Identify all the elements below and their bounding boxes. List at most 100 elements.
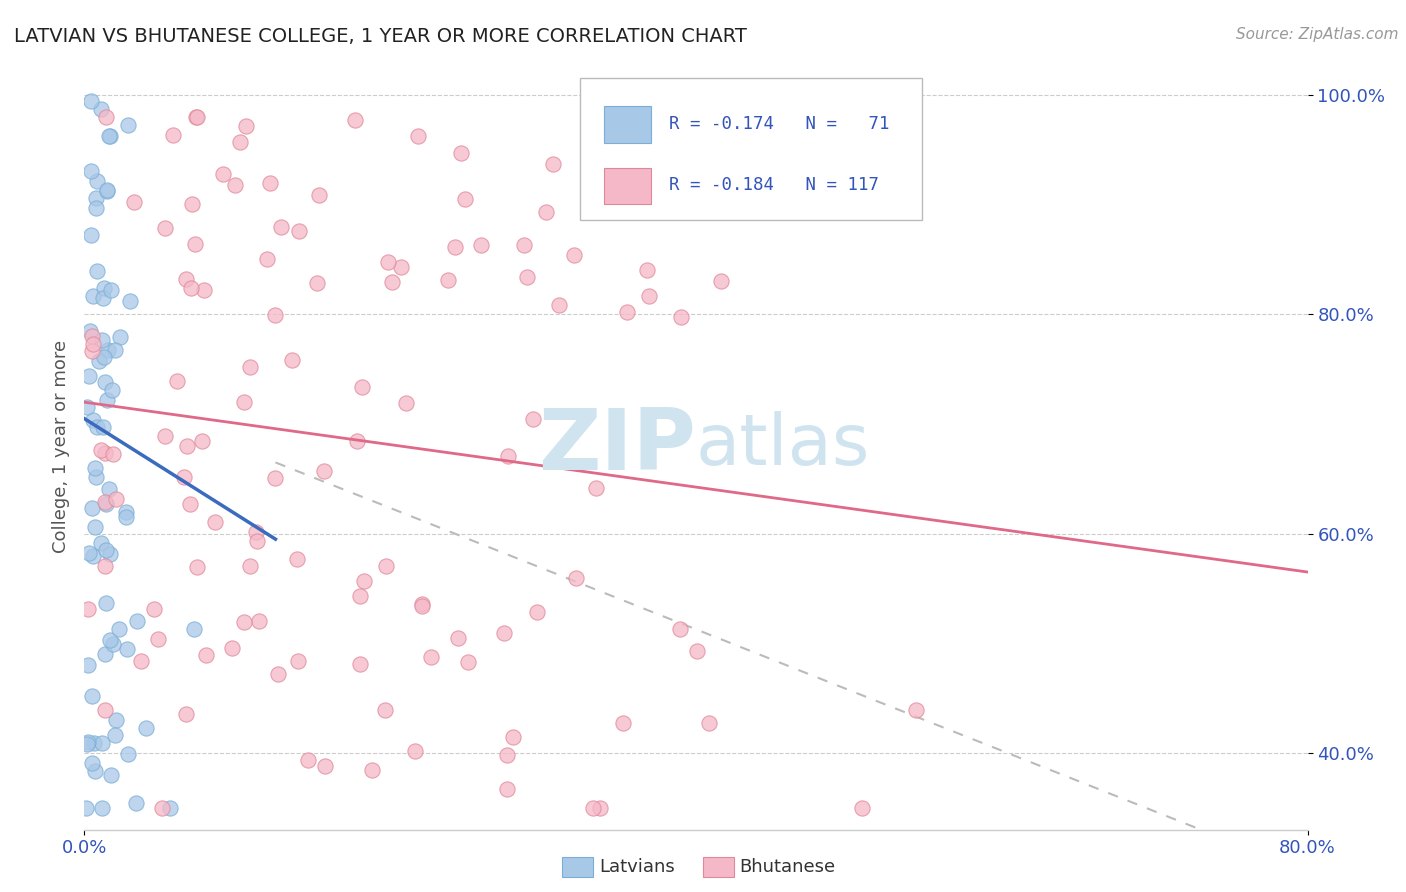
Point	[84, 764, 107, 779]
Point	[450, 145, 472, 160]
Text: Latvians: Latvians	[599, 858, 675, 876]
Point	[77, 657, 100, 672]
Point	[100, 768, 122, 782]
Point	[82, 549, 104, 563]
Point	[80, 163, 103, 178]
Point	[710, 274, 733, 288]
Point	[115, 505, 138, 519]
Point	[79, 324, 101, 338]
Point	[297, 753, 319, 767]
Point	[246, 533, 269, 548]
Y-axis label: College, 1 year or more: College, 1 year or more	[52, 340, 70, 552]
Text: Bhutanese: Bhutanese	[740, 858, 835, 876]
Point	[548, 298, 571, 312]
Point	[361, 764, 384, 778]
Point	[125, 615, 148, 629]
Point	[181, 197, 204, 211]
Point	[91, 800, 114, 814]
Point	[285, 552, 308, 566]
Point	[90, 536, 112, 550]
Point	[94, 494, 117, 508]
Text: ZIP: ZIP	[538, 404, 696, 488]
Point	[314, 759, 336, 773]
Point	[668, 622, 690, 636]
Point	[97, 343, 120, 357]
Point	[94, 445, 117, 459]
Point	[374, 559, 396, 574]
Text: LATVIAN VS BHUTANESE COLLEGE, 1 YEAR OR MORE CORRELATION CHART: LATVIAN VS BHUTANESE COLLEGE, 1 YEAR OR …	[14, 27, 747, 45]
Point	[411, 599, 433, 613]
Point	[76, 737, 98, 751]
Point	[637, 288, 659, 302]
Text: Source: ZipAtlas.com: Source: ZipAtlas.com	[1236, 27, 1399, 42]
Point	[221, 641, 243, 656]
Point	[184, 236, 207, 251]
Point	[851, 800, 873, 814]
Point	[84, 191, 107, 205]
Point	[104, 713, 127, 727]
Point	[685, 644, 707, 658]
Point	[186, 110, 208, 124]
Point	[470, 238, 492, 252]
Point	[395, 396, 418, 410]
Point	[585, 481, 607, 495]
Point	[411, 597, 433, 611]
Point	[305, 276, 328, 290]
Point	[155, 221, 177, 235]
Point	[516, 270, 538, 285]
Point	[174, 707, 197, 722]
Point	[697, 715, 720, 730]
Point	[117, 747, 139, 761]
Point	[166, 374, 188, 388]
Point	[97, 483, 120, 497]
Point	[404, 744, 426, 758]
Point	[104, 343, 127, 358]
Point	[349, 589, 371, 603]
Point	[374, 703, 396, 717]
Point	[249, 614, 271, 628]
Point	[589, 800, 612, 814]
Bar	[605, 106, 651, 143]
Point	[264, 309, 287, 323]
Point	[103, 447, 125, 461]
Point	[193, 283, 215, 297]
Point	[636, 263, 658, 277]
Point	[82, 337, 104, 351]
Point	[98, 632, 121, 647]
Point	[239, 360, 262, 375]
Point	[224, 178, 246, 192]
Point	[83, 735, 105, 749]
Point	[117, 118, 139, 132]
Point	[90, 103, 112, 117]
Point	[308, 187, 330, 202]
Point	[86, 470, 108, 484]
Point	[457, 656, 479, 670]
Point	[104, 491, 127, 506]
Point	[159, 800, 181, 814]
Point	[267, 666, 290, 681]
Point	[104, 728, 127, 742]
Point	[195, 648, 218, 663]
Point	[115, 509, 138, 524]
Point	[380, 275, 402, 289]
Point	[98, 129, 121, 144]
Point	[287, 654, 309, 668]
Point	[612, 715, 634, 730]
Point	[270, 220, 292, 235]
Point	[502, 730, 524, 744]
Point	[82, 344, 104, 359]
Point	[115, 642, 138, 657]
Point	[582, 800, 605, 814]
Point	[122, 195, 145, 210]
Point	[96, 596, 118, 610]
Point	[353, 574, 375, 588]
Point	[447, 631, 470, 645]
Point	[93, 291, 115, 305]
Point	[80, 501, 103, 516]
Point	[494, 626, 516, 640]
Point	[562, 248, 585, 262]
Point	[98, 547, 121, 561]
Point	[406, 128, 429, 143]
Point	[101, 637, 124, 651]
Point	[180, 281, 202, 295]
